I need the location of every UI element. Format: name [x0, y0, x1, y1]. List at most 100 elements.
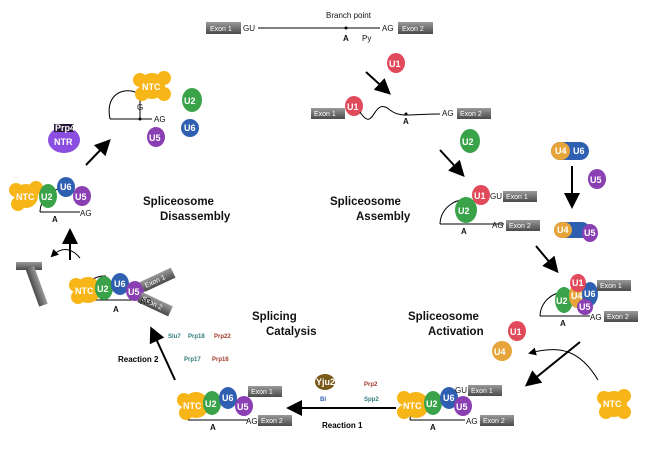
svg-text:U4: U4 [557, 225, 569, 235]
svg-text:U2: U2 [41, 192, 53, 202]
arrow-mrna-release [50, 248, 81, 259]
svg-text:Exon 2: Exon 2 [607, 314, 629, 321]
reaction2-label: Reaction 2 [118, 355, 159, 364]
catalysis-label-2: Catalysis [266, 326, 317, 338]
svg-text:Exon 2: Exon 2 [261, 418, 283, 425]
svg-text:U5: U5 [584, 228, 596, 238]
exon1-box [206, 22, 241, 34]
svg-text:U1: U1 [347, 102, 359, 112]
arrow-to-u1-binding [365, 71, 391, 95]
svg-text:U2: U2 [205, 399, 217, 409]
u4-u6-free: U4 U6 [551, 142, 589, 160]
u1-released: U1 [508, 321, 526, 341]
b-complex: U2 U4 U6 U5 U1 Exon 1 A AG Exon 2 [539, 274, 638, 328]
reaction2-factors: Slu7 Prp18 Prp22 Prp17 Prp16 [168, 334, 231, 363]
svg-text:U4: U4 [494, 347, 506, 357]
svg-text:Prp43: Prp43 [55, 123, 80, 133]
assembly-label-1: Spliceosome [330, 196, 401, 208]
svg-text:Slu7: Slu7 [168, 334, 181, 340]
catalysis-label-1: Splicing [252, 311, 297, 323]
svg-text:U6: U6 [584, 289, 596, 299]
svg-text:A: A [210, 423, 216, 432]
p-complex: NTC U2 U6 U5 Exon 1 Exon 2 A AG [69, 267, 176, 317]
u5-disassembled: U5 [147, 127, 165, 147]
u5-free: U5 [588, 169, 606, 189]
disassembly-label-2: Disassembly [160, 211, 231, 223]
svg-text:U5: U5 [456, 402, 468, 412]
c-complex: NTC U2 U6 U5 Exon 1 A AG Exon 2 [177, 386, 292, 432]
svg-text:Exon 2: Exon 2 [483, 418, 505, 425]
svg-text:A: A [461, 227, 467, 236]
activation-label-2: Activation [428, 326, 484, 338]
svg-text:U1: U1 [474, 191, 486, 201]
yju2-icon [315, 374, 335, 390]
branch-a-label: A [343, 34, 349, 43]
svg-text:Prp17: Prp17 [184, 357, 201, 363]
svg-text:U2: U2 [97, 284, 109, 294]
svg-text:U1: U1 [572, 278, 584, 288]
svg-text:U6: U6 [443, 393, 455, 403]
svg-text:U5: U5 [579, 302, 591, 312]
svg-text:AG: AG [246, 417, 258, 426]
svg-text:Bl: Bl [320, 397, 326, 403]
a-complex: U2 U1 GU Exon 1 A AG Exon 2 [439, 185, 540, 236]
svg-text:AG: AG [590, 313, 602, 322]
svg-text:Exon 1: Exon 1 [471, 388, 493, 395]
bact-complex: NTC U2 U6 U5 GU Exon 1 A AG Exon 2 [397, 385, 514, 432]
svg-text:U2: U2 [458, 206, 470, 216]
svg-text:AG: AG [154, 115, 166, 124]
disassembly-label-1: Spliceosome [143, 196, 214, 208]
arrow-to-b-complex [535, 245, 559, 274]
svg-text:GU: GU [455, 386, 467, 395]
exon1-label: Exon 1 [210, 26, 232, 33]
svg-text:AG: AG [442, 109, 454, 118]
released-mrna [16, 262, 48, 307]
arrow-to-assembly [439, 149, 465, 177]
activation-label-1: Spliceosome [408, 311, 479, 323]
svg-text:U5: U5 [149, 133, 161, 143]
ag-label: AG [382, 24, 394, 33]
svg-text:AG: AG [80, 209, 92, 218]
arrow-to-bact [524, 341, 581, 387]
gu-label: GU [243, 24, 255, 33]
branch-point-dot [344, 26, 348, 30]
branch-point-label: Branch point [326, 11, 372, 20]
ils-complex: NTC U2 U6 U5 A AG [9, 177, 92, 224]
u2-free: U2 [460, 129, 480, 153]
svg-text:A: A [52, 215, 58, 224]
ntr-complex: Prp43 NTR [48, 123, 80, 153]
svg-text:U6: U6 [222, 393, 234, 403]
svg-text:Spp2: Spp2 [364, 397, 379, 403]
svg-text:GU: GU [490, 192, 502, 201]
svg-text:Yju2: Yju2 [316, 377, 335, 387]
assembly-label-2: Assembly [356, 211, 411, 223]
svg-text:NTR: NTR [54, 137, 73, 147]
svg-text:NTC: NTC [403, 401, 422, 411]
exon2-label: Exon 2 [402, 26, 424, 33]
py-label: Py [362, 34, 371, 43]
svg-text:AG: AG [466, 417, 478, 426]
svg-text:U1: U1 [389, 59, 401, 69]
svg-text:U6: U6 [573, 146, 585, 156]
svg-text:U5: U5 [128, 287, 140, 297]
tri-snrnp: U4 U5 [554, 222, 598, 242]
u4-released: U4 [492, 341, 512, 361]
svg-text:A: A [560, 319, 566, 328]
svg-text:Exon 1: Exon 1 [600, 283, 622, 290]
u1-bound-mrna: Exon 1 U1 A AG Exon 2 [311, 96, 491, 126]
svg-text:U5: U5 [237, 402, 249, 412]
arrow-to-disassembly [85, 139, 111, 166]
svg-text:Exon 1: Exon 1 [251, 389, 273, 396]
ntc-free-top: NTC [133, 71, 171, 101]
svg-text:U1: U1 [510, 327, 522, 337]
u1-free-top: U1 [387, 53, 405, 73]
svg-text:Exon 1: Exon 1 [506, 194, 528, 201]
ntc-free-right: NTC [597, 389, 631, 419]
svg-text:U6: U6 [60, 182, 72, 192]
svg-text:U4: U4 [555, 146, 567, 156]
svg-text:U2: U2 [426, 399, 438, 409]
svg-text:U2: U2 [462, 137, 474, 147]
svg-text:NTC: NTC [603, 399, 622, 409]
reaction1-label: Reaction 1 [322, 421, 363, 430]
